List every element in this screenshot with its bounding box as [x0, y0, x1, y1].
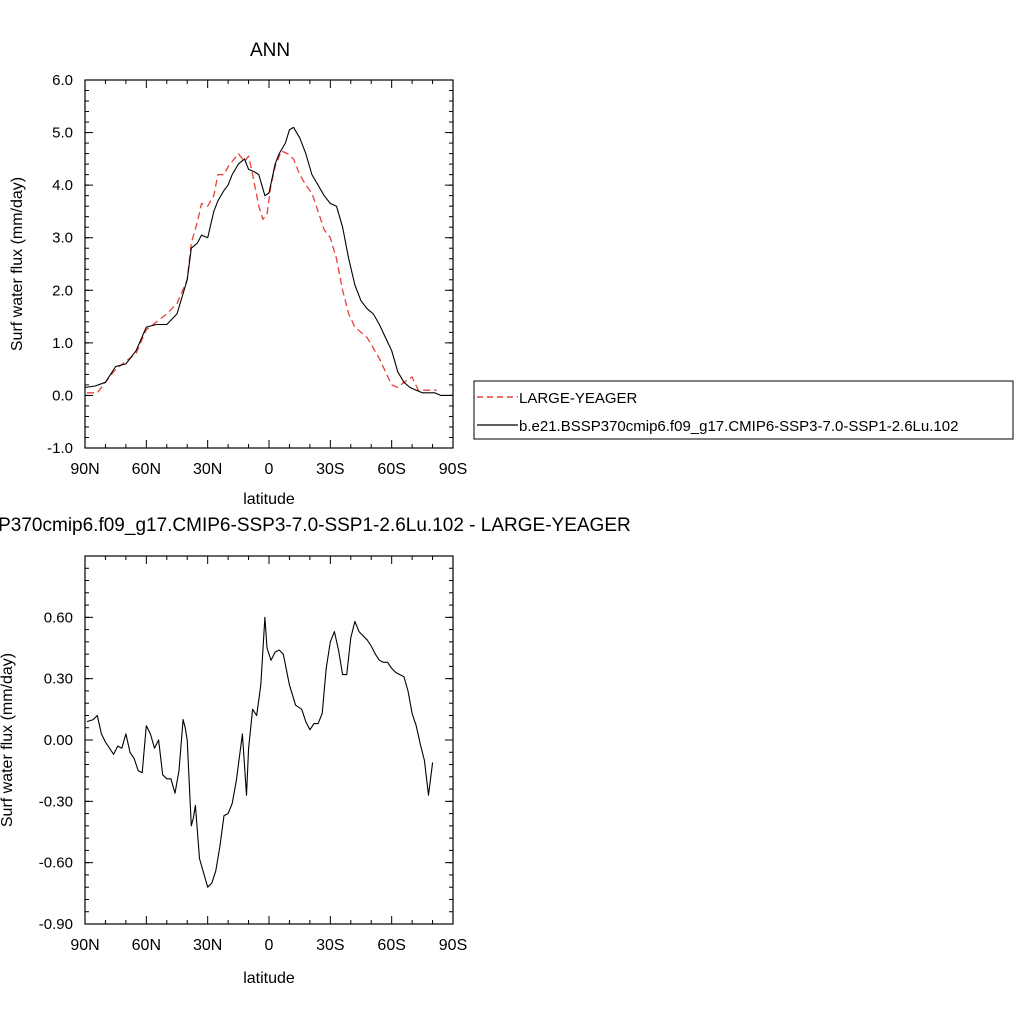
y-tick-label: -0.90	[39, 916, 73, 933]
panel1-series	[84, 126, 453, 396]
y-tick-label: 4.0	[52, 177, 73, 194]
y-tick-label: -0.30	[39, 793, 73, 810]
panel-difference: b.e21.BSSP370cmip6.f09_g17.CMIP6-SSP3-7.…	[0, 515, 631, 987]
series-line-1	[86, 616, 434, 888]
panel1-axes: 90N 60N 30N 0 30S 60S 90S -1.0 0.0 1.0 2.0 3.0 4.0 5.…	[47, 72, 467, 478]
x-tick-label: 0	[265, 937, 274, 954]
panel2-plot-frame	[84, 555, 454, 925]
panel1-ylabel: Surf water flux (mm/day)	[9, 177, 26, 351]
series-line-1	[87, 150, 437, 394]
legend: LARGE-YEAGER b.e21.BSSP370cmip6.f09_g17.…	[473, 380, 1014, 440]
x-tick-label: 30S	[316, 937, 344, 954]
panel2-ylabel: Surf water flux (mm/day)	[0, 653, 16, 827]
x-tick-label: 60N	[132, 937, 161, 954]
y-tick-label: 5.0	[52, 125, 73, 142]
x-tick-label: 60S	[377, 461, 405, 478]
panel1-plot-frame	[84, 79, 454, 449]
x-tick-label: 90S	[439, 461, 467, 478]
y-tick-label: 0.0	[52, 387, 73, 404]
y-tick-label: 0.60	[44, 609, 73, 626]
panel2-axes: 90N 60N 30N 0 30S 60S 90S -0.90 -0.60 -0.30 0.00 0.…	[39, 555, 467, 954]
y-tick-label: 2.0	[52, 282, 73, 299]
x-tick-label: 30N	[193, 937, 222, 954]
y-tick-label: 6.0	[52, 72, 73, 89]
legend-label-large-yeager: LARGE-YEAGER	[519, 390, 638, 407]
panel2-xlabel: latitude	[243, 970, 295, 987]
series-line-2	[84, 126, 453, 396]
x-tick-label: 90N	[70, 937, 99, 954]
panel1-xlabel: latitude	[243, 491, 295, 508]
legend-box	[473, 380, 1014, 440]
y-tick-label: 0.30	[44, 671, 73, 688]
x-tick-label: 30N	[193, 461, 222, 478]
y-tick-label: -0.60	[39, 855, 73, 872]
x-tick-label: 60S	[377, 937, 405, 954]
x-tick-label: 30S	[316, 461, 344, 478]
panel-annual-mean: ANN 90N 60N 30N 0 30S 60S 90S -1.0 0.0 1.0 2.0 3.0 4…	[9, 40, 467, 508]
y-tick-label: -1.0	[47, 440, 73, 457]
x-tick-label: 60N	[132, 461, 161, 478]
panel2-title: b.e21.BSSP370cmip6.f09_g17.CMIP6-SSP3-7.…	[0, 515, 631, 536]
y-tick-label: 3.0	[52, 230, 73, 247]
panel2-series	[86, 616, 434, 888]
legend-label-ssp370: b.e21.BSSP370cmip6.f09_g17.CMIP6-SSP3-7.…	[519, 418, 958, 435]
y-tick-label: 1.0	[52, 335, 73, 352]
x-tick-label: 90S	[439, 937, 467, 954]
panel1-title: ANN	[250, 40, 290, 61]
y-tick-label: 0.00	[44, 732, 73, 749]
x-tick-label: 90N	[70, 461, 99, 478]
x-tick-label: 0	[265, 461, 274, 478]
